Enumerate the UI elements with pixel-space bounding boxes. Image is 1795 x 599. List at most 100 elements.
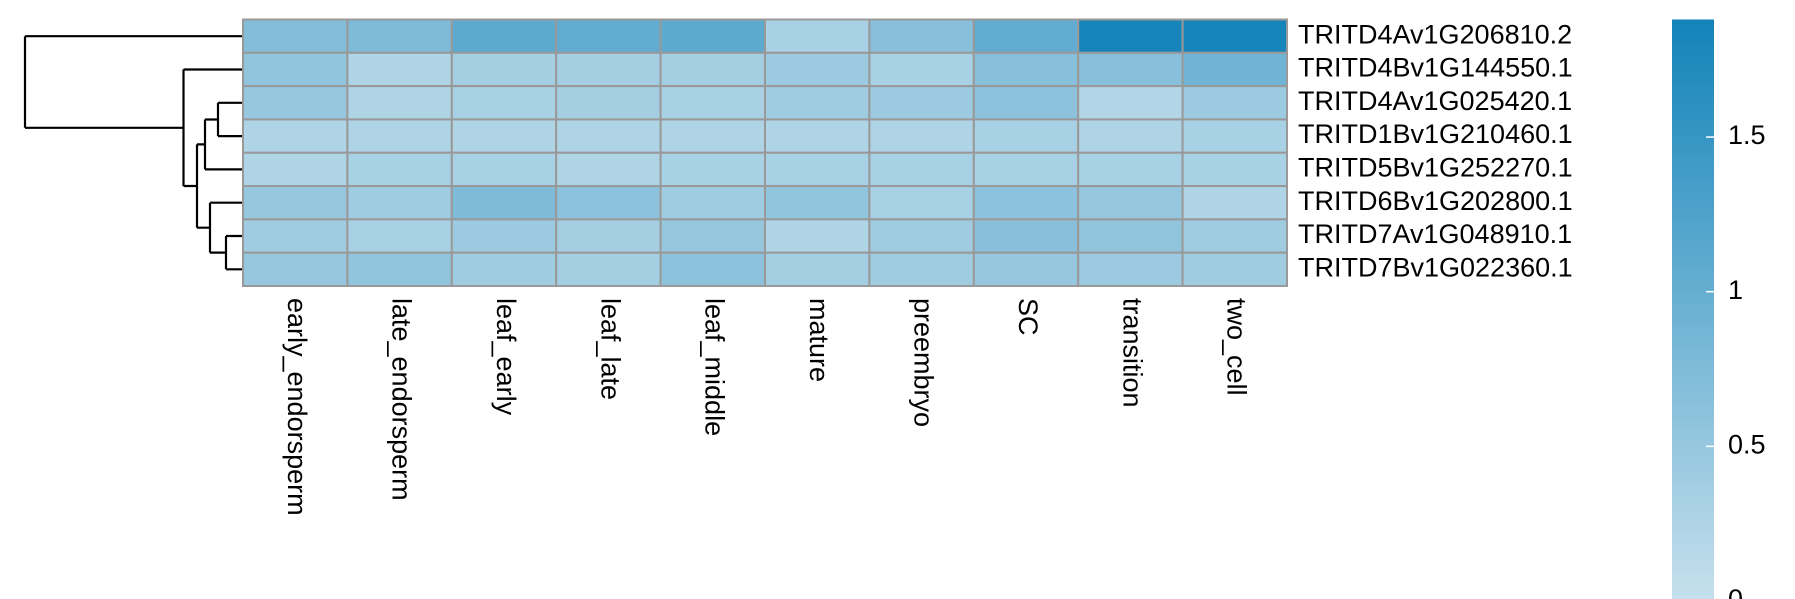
heatmap-cell [346,251,453,287]
dendrogram [23,35,243,271]
heatmap-cell [450,85,558,121]
heatmap-cell [972,118,1080,154]
column-label: leaf_middle [700,298,730,436]
column-label: SC [1013,298,1043,336]
column-label: mature [804,298,834,382]
heatmap-cell [764,18,871,54]
heatmap-cell [242,51,349,88]
heatmap-cell [346,118,453,154]
heatmap-cell [1181,185,1288,221]
heatmap-cell [346,51,453,88]
heatmap-cell [555,185,662,221]
heatmap-cell [1181,51,1288,88]
heatmap-cell [659,18,766,54]
heatmap-cell [450,185,558,221]
heatmap-cell [764,185,871,221]
heatmap-cell [972,18,1080,54]
heatmap-cell [764,51,871,88]
heatmap-cell [1077,85,1184,121]
heatmap-cell [972,51,1080,88]
row-label: TRITD1Bv1G210460.1 [1298,119,1573,149]
heatmap-cell [659,85,766,121]
heatmap-cell [868,185,975,221]
colorbar-tick-label: 1.5 [1728,120,1766,150]
heatmap-cell [346,185,453,221]
heatmap-cell [764,151,871,188]
heatmap-cell [659,118,766,154]
heatmap-cell [555,18,662,54]
row-label: TRITD5Bv1G252270.1 [1298,153,1573,183]
heatmap-cell [450,118,558,154]
heatmap-cell [450,251,558,287]
heatmap-cell [659,251,766,287]
heatmap-cell [972,185,1080,221]
heatmap-cell [972,218,1080,254]
column-label: early_endorsperm [282,298,312,516]
heatmap-cell [659,185,766,221]
column-label: leaf_late [595,298,625,400]
heatmap-cell [659,218,766,254]
row-label: TRITD7Av1G048910.1 [1298,219,1572,249]
heatmap-cell [346,151,453,188]
heatmap-cell [972,85,1080,121]
heatmap-cell [1077,251,1184,287]
heatmap-cell [242,85,349,121]
heatmap-cell [555,218,662,254]
heatmap-cell [242,218,349,254]
column-label: leaf_early [491,298,521,416]
row-label: TRITD4Av1G025420.1 [1298,86,1572,116]
heatmap-cell [450,18,558,54]
heatmap-cell [764,85,871,121]
colorbar-tick-label: 1 [1728,275,1743,305]
heatmap-cell [1181,251,1288,287]
colorbar-tick-label: 0.5 [1728,429,1766,459]
heatmap-cell [1181,85,1288,121]
heatmap-cell [450,151,558,188]
heatmap-cell [659,51,766,88]
heatmap-cell [1181,218,1288,254]
heatmap-cell [868,151,975,188]
heatmap-cell [868,85,975,121]
heatmap-cell [868,118,975,154]
heatmap-cell [868,18,975,54]
heatmap-cell [555,85,662,121]
heatmap-cell [764,218,871,254]
colorbar-tick-label: 0 [1728,584,1743,599]
colorbar [1672,19,1714,599]
heatmap-cell [1181,18,1288,54]
heatmap-cell [972,151,1080,188]
heatmap-cell [555,51,662,88]
heatmap-cell [1077,18,1184,54]
row-label: TRITD4Bv1G144550.1 [1298,53,1573,83]
heatmap-cell [972,251,1080,287]
column-label: preembryo [908,298,938,427]
heatmap-cell [1181,118,1288,154]
heatmap-cell [1077,218,1184,254]
heatmap-cell [555,118,662,154]
heatmap-cell [242,118,349,154]
heatmap-cell [1077,185,1184,221]
heatmap-cell [1077,118,1184,154]
heatmap-cell [868,51,975,88]
heatmap-cell [1077,151,1184,188]
heatmap-cell [346,218,453,254]
column-label: late_endorsperm [386,298,416,501]
heatmap-cell [242,151,349,188]
heatmap-cell [555,151,662,188]
row-label: TRITD7Bv1G022360.1 [1298,252,1573,282]
row-label: TRITD4Av1G206810.2 [1298,19,1572,49]
heatmap-cell [242,251,349,287]
heatmap-cell [242,185,349,221]
heatmap-cell [450,51,558,88]
heatmap-cell [659,151,766,188]
heatmap-cell [868,251,975,287]
heatmap-cell [764,251,871,287]
heatmap-cell [346,18,453,54]
heatmap-cell [764,118,871,154]
heatmap-cell [1077,51,1184,88]
column-label: two_cell [1222,298,1252,396]
heatmap-cell [242,18,349,54]
heatmap-cell [1181,151,1288,188]
